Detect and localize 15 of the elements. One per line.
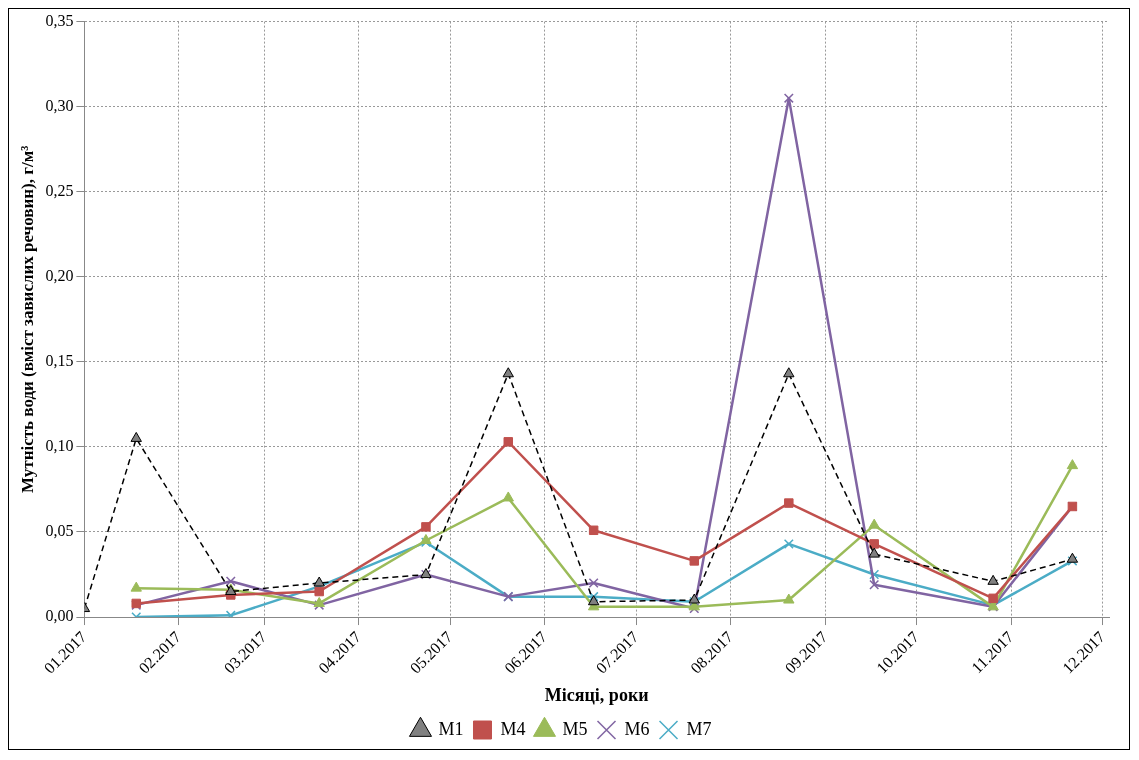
y-tick-label: 0,25 <box>45 181 74 199</box>
y-tick-label: 0,10 <box>45 437 74 455</box>
legend-label: M1 <box>438 718 464 739</box>
y-tick-label: 0,05 <box>45 522 74 540</box>
y-axis-title: Мутність води (вміст завислих речовин), г/м³ <box>17 145 37 493</box>
legend-label: M7 <box>686 718 712 739</box>
legend-label: M5 <box>562 718 588 739</box>
y-tick-label: 0,20 <box>45 267 74 284</box>
y-tick-label: 0,15 <box>45 352 74 370</box>
legend-label: M6 <box>624 718 650 739</box>
y-tick-label: 0,35 <box>45 11 74 29</box>
y-tick-label: 0,00 <box>45 607 74 625</box>
legend-label: M4 <box>500 718 526 739</box>
x-axis-title: Місяці, роки <box>544 684 649 705</box>
y-tick-label: 0,30 <box>45 96 74 114</box>
